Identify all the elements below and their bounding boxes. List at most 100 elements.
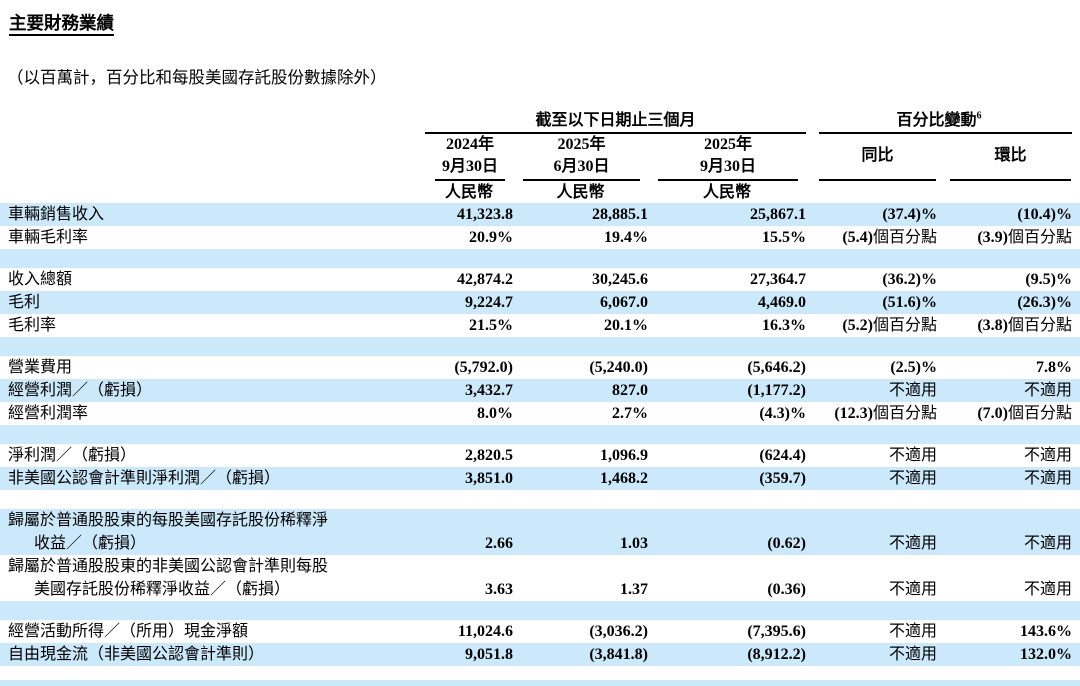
row-label: 收入總額 [8,271,73,288]
row-value-c1: 3,851.0 [465,470,513,487]
key-financial-results-table: 截至以下日期止三個月 百分比變動6 2024年 9月30日 2025年 [0,110,1080,666]
row-value-c4: 不適用 [888,382,937,399]
spacer-row [0,601,1080,620]
row-value-c3: (0.36) [767,581,806,598]
table-row: 歸屬於普通股股東的非美國公認會計準則每股美國存託股份稀釋淨收益／（虧損） 3.63… [0,555,1080,601]
row-value-c4 [806,509,937,532]
row-label: 毛利率 [8,317,57,334]
row-value-c4: (51.6)% [882,294,937,311]
row-value-c2: 2.7% [612,405,648,422]
col-header-2025-06-30: 2025年 6月30日 [513,134,648,181]
table-row: 經營活動所得／（所用）現金淨額 11,024.6 (3,036.2) (7,395.6… [0,620,1080,643]
table-row-line: 自由現金流（非美國公認會計準則） 9,051.8 (3,841.8) (8,912.2… [0,643,1080,666]
row-value-c4: (5.2)個百分點 [842,317,937,334]
row-value-c2: 30,245.6 [592,271,648,288]
row-value-c1: 2,820.5 [465,447,513,464]
column-rule [950,179,1071,181]
row-value-c1: 21.5% [469,317,513,334]
row-value-c2: 827.0 [612,382,648,399]
row-value-c4: (2.5)% [890,359,937,376]
row-value-c3: (4.3)% [759,405,806,422]
row-value-c4 [806,555,937,578]
table-row: 歸屬於普通股股東的每股美國存託股份稀釋淨 收益／（虧損） 2.66 1.03 (0.62… [0,509,1080,555]
row-label: 淨利潤／（虧損） [8,447,137,464]
row-value-c5: (7.0)個百分點 [977,405,1072,422]
row-value-c5: 143.6% [1020,623,1072,640]
row-value-c2 [513,509,648,532]
row-value-c5: 不適用 [1023,447,1072,464]
col-header-yoy: 同比 [806,134,937,181]
table-row-line: 淨利潤／（虧損） 2,820.5 1,096.9 (624.4) 不適用 不適用 [0,444,1080,467]
row-value-c1: 3.63 [485,581,513,598]
row-value-c5: 132.0% [1020,646,1072,663]
header-label-spacer [0,181,425,203]
row-value-c5: (3.9)個百分點 [977,229,1072,246]
row-value-c5: (26.3)% [1017,294,1072,311]
row-value-c4: 不適用 [888,447,937,464]
row-value-c4: 不適用 [888,470,937,487]
row-label: 經營利潤／（虧損） [8,382,153,399]
row-value-c5: (9.5)% [1025,271,1072,288]
row-value-c4: (5.4)個百分點 [842,229,937,246]
row-value-c3: 4,469.0 [758,294,806,311]
table-row-line: 毛利率 21.5% 20.1% 16.3% (5.2)個百分點 (3.8)個百分點 [0,314,1080,337]
table-row: 毛利率 21.5% 20.1% 16.3% (5.2)個百分點 (3.8)個百分點 [0,314,1080,337]
table-row-line: 收益／（虧損） 2.66 1.03 (0.62) 不適用 不適用 [0,532,1080,555]
table-row-line: 非美國公認會計準則淨利潤／（虧損） 3,851.0 1,468.2 (359.7) 不適… [0,467,1080,490]
row-label: 非美國公認會計準則淨利潤／（虧損） [8,470,281,487]
row-value-c2: (5,240.0) [589,359,648,376]
table-row: 經營利潤／（虧損） 3,432.7 827.0 (1,177.2) 不適用 不適用 [0,379,1080,402]
table-row-line: 歸屬於普通股股東的非美國公認會計準則每股 [0,555,1080,578]
row-value-c2: 1,468.2 [600,470,648,487]
row-label: 經營活動所得／（所用）現金淨額 [8,623,249,640]
row-value-c5 [937,555,1072,578]
row-value-c5: 7.8% [1036,359,1072,376]
row-value-c2: 1.37 [620,581,648,598]
row-value-c5: 不適用 [1023,535,1072,552]
row-label: 美國存託股份稀釋淨收益／（虧損） [34,581,291,598]
title-row: 主要財務業績 [0,0,1080,36]
footnote-ref-6: 6 [976,110,982,122]
spacer-row [0,337,1080,356]
currency-label: 人民幣 [556,184,605,201]
table-body: 車輛銷售收入 41,323.8 28,885.1 25,867.1 (37.4)% (10… [0,203,1080,666]
row-value-c3: (624.4) [759,447,806,464]
table-row-line: 美國存託股份稀釋淨收益／（虧損） 3.63 1.37 (0.36) 不適用 不適用 [0,578,1080,601]
col-header-qoq: 環比 [937,134,1072,181]
row-value-c2: (3,036.2) [589,623,648,640]
row-value-c3 [648,555,806,578]
table-row-line: 收入總額 42,874.2 30,245.6 27,364.7 (36.2)% (9.5)… [0,268,1080,291]
row-label: 經營利潤率 [8,405,89,422]
change-group-rule [819,132,1072,134]
table-row: 車輛毛利率 20.9% 19.4% 15.5% (5.4)個百分點 (3.9)個百分點 [0,226,1080,249]
table-row-line: 經營利潤率 8.0% 2.7% (4.3)% (12.3)個百分點 (7.0)個百分點 [0,402,1080,425]
row-label: 自由現金流（非美國公認會計準則） [8,646,265,663]
clipped-next-row-band [0,680,1080,686]
row-value-c4: (37.4)% [882,206,937,223]
row-label: 車輛毛利率 [8,229,89,246]
row-value-c1 [425,509,513,532]
row-value-c4: (36.2)% [882,271,937,288]
currency-label: 人民幣 [444,184,493,201]
row-value-c5: 不適用 [1023,581,1072,598]
table-row-line: 車輛銷售收入 41,323.8 28,885.1 25,867.1 (37.4)% (10… [0,203,1080,226]
row-label: 營業費用 [8,359,73,376]
row-value-c2: 19.4% [604,229,648,246]
currency-label-empty [806,181,937,203]
row-value-c5: (3.8)個百分點 [977,317,1072,334]
change-group-label: 百分比變動6 [896,110,982,129]
row-value-c3: 15.5% [762,229,806,246]
row-value-c4: 不適用 [888,623,937,640]
row-value-c3: (359.7) [759,470,806,487]
header-group-row: 截至以下日期止三個月 百分比變動6 [0,110,1080,134]
table-row-line: 歸屬於普通股股東的每股美國存託股份稀釋淨 [0,509,1080,532]
currency-label: 人民幣 [702,184,751,201]
change-group-header: 百分比變動6 [806,110,1072,134]
row-value-c1: (5,792.0) [454,359,513,376]
header-label-spacer [0,134,425,181]
table-row-line: 經營活動所得／（所用）現金淨額 11,024.6 (3,036.2) (7,395.6… [0,620,1080,643]
spacer-row [0,490,1080,509]
row-value-c1: 42,874.2 [457,271,513,288]
row-value-c1: 2.66 [485,535,513,552]
